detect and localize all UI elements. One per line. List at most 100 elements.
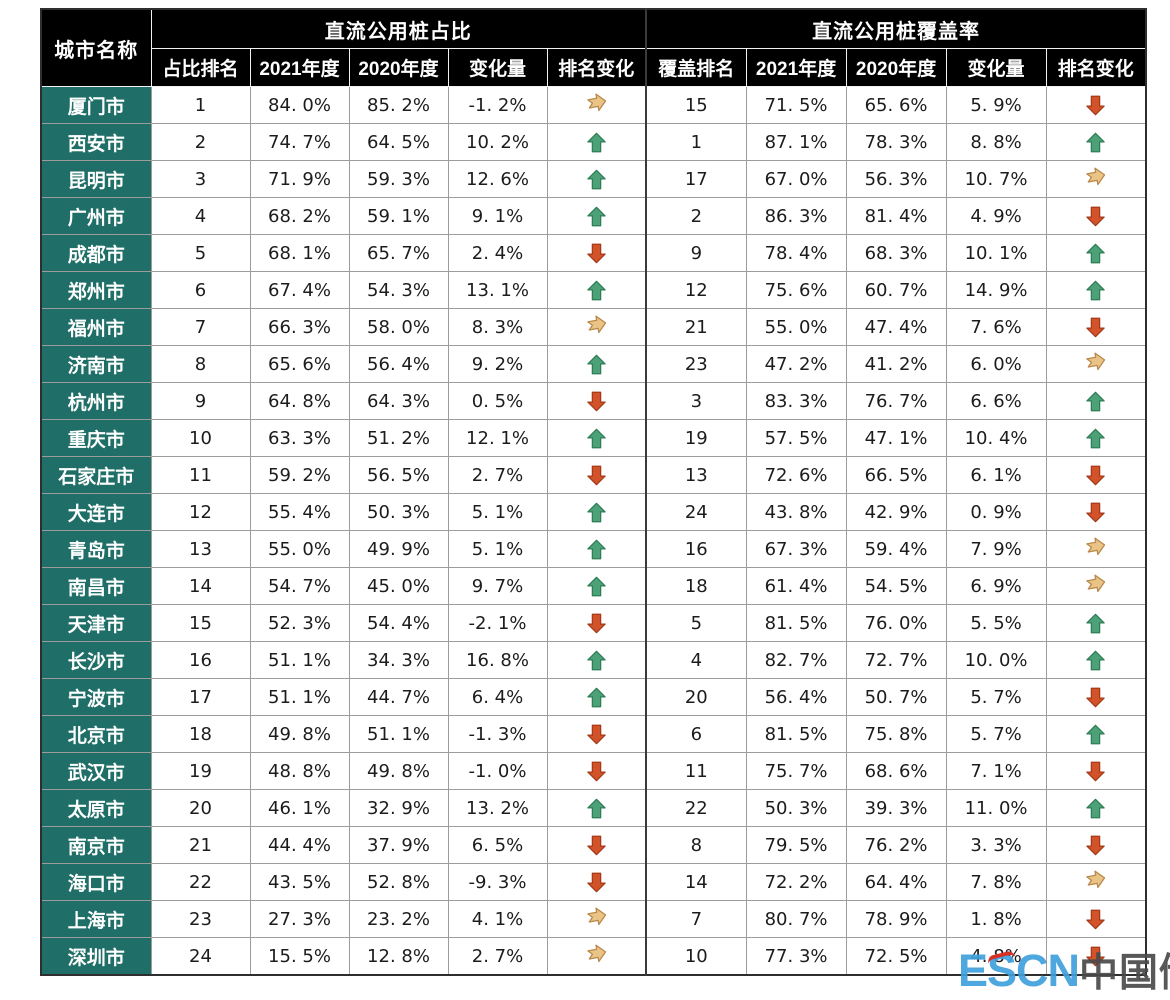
right-arrow-icon — [1084, 352, 1107, 378]
coverage-change-cell: 0. 9% — [945, 493, 1047, 531]
down-arrow-icon — [548, 760, 645, 783]
up-arrow-icon — [1047, 612, 1145, 635]
ratio-2020-cell: 85. 2% — [348, 86, 449, 124]
ratio-rank-cell: 17 — [150, 678, 251, 716]
ratio-2020-cell: 49. 9% — [348, 530, 449, 568]
coverage-2020-cell: 42. 9% — [845, 493, 947, 531]
ratio-change-cell: 2. 7% — [447, 456, 548, 494]
table-row: 南京市 21 44. 4% 37. 9% 6. 5% 8 79. 5% 76. 2% 3. 3% — [40, 826, 1147, 864]
table-row: 福州市 7 66. 3% 58. 0% 8. 3% 21 55. 0% 47. 4% 7. 6% — [40, 308, 1147, 346]
coverage-rank-cell: 8 — [645, 826, 747, 864]
ratio-trend-cell — [546, 493, 647, 531]
ratio-trend-cell — [546, 900, 647, 938]
table-row: 太原市 20 46. 1% 32. 9% 13. 2% 22 50. 3% 39. 3% 11.… — [40, 789, 1147, 827]
ratio-trend-header: 排名变化 — [546, 48, 647, 87]
ratio-trend-cell — [546, 160, 647, 198]
table-row: 厦门市 1 84. 0% 85. 2% -1. 2% 15 71. 5% 65. 6% 5. 9… — [40, 86, 1147, 124]
table-row: 南昌市 14 54. 7% 45. 0% 9. 7% 18 61. 4% 54. 5% 6. 9… — [40, 567, 1147, 605]
ratio-rank-cell: 11 — [150, 456, 251, 494]
coverage-2020-cell: 47. 1% — [845, 419, 947, 457]
coverage-rank-cell: 6 — [645, 715, 747, 753]
up-arrow-icon — [1047, 427, 1145, 450]
ratio-2020-header: 2020年度 — [348, 48, 449, 87]
ratio-trend-cell — [546, 789, 647, 827]
ratio-2020-cell: 56. 4% — [348, 345, 449, 383]
ratio-2021-cell: 59. 2% — [249, 456, 350, 494]
coverage-2020-cell: 66. 5% — [845, 456, 947, 494]
coverage-rank-cell: 16 — [645, 530, 747, 568]
ratio-change-cell: 2. 4% — [447, 234, 548, 272]
table-row: 上海市 23 27. 3% 23. 2% 4. 1% 7 80. 7% 78. 9% 1. 8% — [40, 900, 1147, 938]
table-row: 杭州市 9 64. 8% 64. 3% 0. 5% 3 83. 3% 76. 7% 6. 6% — [40, 382, 1147, 420]
coverage-trend-cell — [1045, 900, 1147, 938]
coverage-2020-cell: 50. 7% — [845, 678, 947, 716]
coverage-change-cell: 7. 9% — [945, 530, 1047, 568]
up-arrow-icon — [548, 649, 645, 672]
ratio-rank-cell: 12 — [150, 493, 251, 531]
table-row: 青岛市 13 55. 0% 49. 9% 5. 1% 16 67. 3% 59. 4% 7. 9… — [40, 530, 1147, 568]
coverage-change-cell: 5. 7% — [945, 715, 1047, 753]
ratio-2021-cell: 48. 8% — [249, 752, 350, 790]
ratio-2021-cell: 54. 7% — [249, 567, 350, 605]
coverage-2021-cell: 67. 0% — [745, 160, 847, 198]
coverage-rank-cell: 15 — [645, 86, 747, 124]
ratio-2020-cell: 64. 3% — [348, 382, 449, 420]
coverage-2021-cell: 57. 5% — [745, 419, 847, 457]
ratio-2021-cell: 68. 2% — [249, 197, 350, 235]
ratio-trend-cell — [546, 567, 647, 605]
ratio-2021-cell: 55. 0% — [249, 530, 350, 568]
coverage-change-cell: 10. 4% — [945, 419, 1047, 457]
ratio-change-cell: 10. 2% — [447, 123, 548, 161]
up-arrow-icon — [1047, 723, 1145, 746]
coverage-2020-cell: 72. 5% — [845, 937, 947, 976]
coverage-2020-cell: 68. 3% — [845, 234, 947, 272]
coverage-rank-cell: 20 — [645, 678, 747, 716]
down-arrow-icon — [548, 390, 645, 413]
coverage-2020-cell: 75. 8% — [845, 715, 947, 753]
down-arrow-icon — [1047, 945, 1145, 968]
coverage-2020-cell: 76. 2% — [845, 826, 947, 864]
coverage-change-cell: 6. 0% — [945, 345, 1047, 383]
coverage-2020-cell: 56. 3% — [845, 160, 947, 198]
city-name-cell: 大连市 — [40, 493, 152, 531]
ratio-rank-cell: 24 — [150, 937, 251, 976]
city-name-cell: 福州市 — [40, 308, 152, 346]
city-name-cell: 武汉市 — [40, 752, 152, 790]
city-name-cell: 宁波市 — [40, 678, 152, 716]
ratio-trend-cell — [546, 271, 647, 309]
coverage-2021-cell: 72. 2% — [745, 863, 847, 901]
coverage-rank-cell: 13 — [645, 456, 747, 494]
ratio-2021-cell: 52. 3% — [249, 604, 350, 642]
ratio-2021-cell: 49. 8% — [249, 715, 350, 753]
ratio-rank-cell: 1 — [150, 86, 251, 124]
coverage-rank-cell: 10 — [645, 937, 747, 976]
ratio-rank-cell: 14 — [150, 567, 251, 605]
coverage-rank-cell: 7 — [645, 900, 747, 938]
up-arrow-icon — [548, 353, 645, 376]
coverage-trend-cell — [1045, 641, 1147, 679]
coverage-2020-cell: 81. 4% — [845, 197, 947, 235]
ratio-change-cell: 12. 6% — [447, 160, 548, 198]
coverage-2021-cell: 75. 6% — [745, 271, 847, 309]
ratio-rank-cell: 6 — [150, 271, 251, 309]
city-name-header: 城市名称 — [40, 8, 152, 87]
coverage-trend-header: 排名变化 — [1045, 48, 1147, 87]
ratio-change-cell: -9. 3% — [447, 863, 548, 901]
coverage-rank-cell: 5 — [645, 604, 747, 642]
ratio-rank-cell: 13 — [150, 530, 251, 568]
down-arrow-icon — [1047, 834, 1145, 857]
down-arrow-icon — [1047, 316, 1145, 339]
coverage-trend-cell — [1045, 715, 1147, 753]
up-arrow-icon — [548, 575, 645, 598]
ratio-trend-cell — [546, 456, 647, 494]
coverage-2021-cell: 71. 5% — [745, 86, 847, 124]
coverage-change-cell: 14. 9% — [945, 271, 1047, 309]
ratio-2021-header: 2021年度 — [249, 48, 350, 87]
ratio-rank-cell: 8 — [150, 345, 251, 383]
coverage-trend-cell — [1045, 789, 1147, 827]
ratio-change-cell: 9. 1% — [447, 197, 548, 235]
ratio-change-cell: 9. 2% — [447, 345, 548, 383]
coverage-2020-cell: 78. 9% — [845, 900, 947, 938]
coverage-2021-cell: 82. 7% — [745, 641, 847, 679]
coverage-change-cell: 10. 1% — [945, 234, 1047, 272]
